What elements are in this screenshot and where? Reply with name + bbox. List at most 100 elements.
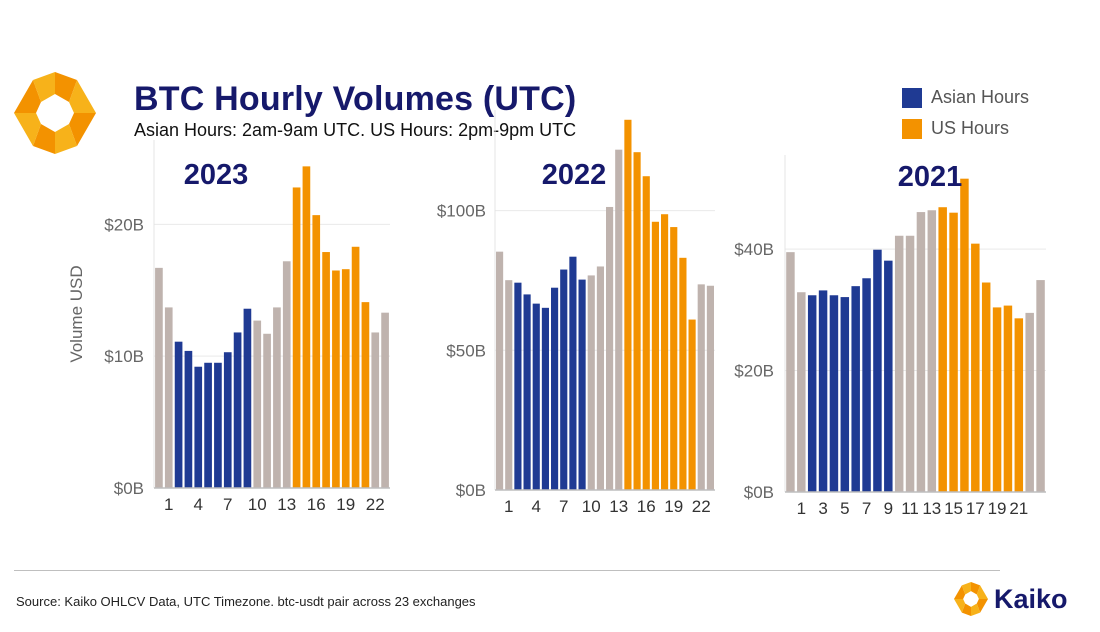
chart-2021-bar bbox=[840, 297, 850, 492]
chart-2021-y-tick-label: $0B bbox=[744, 483, 774, 502]
legend-swatch-us bbox=[902, 118, 922, 139]
chart-2021-y-tick-label: $40B bbox=[734, 240, 774, 259]
chart-2021-bar bbox=[894, 235, 904, 493]
chart-2022-x-tick-label: 22 bbox=[692, 497, 711, 516]
chart-2022-bar bbox=[551, 287, 559, 490]
chart-2021-bar bbox=[949, 212, 958, 492]
chart-2023-bar bbox=[253, 320, 262, 488]
chart-2022-bar bbox=[624, 119, 632, 490]
chart-2021-x-tick-label: 17 bbox=[966, 499, 985, 518]
chart-2021-bar bbox=[884, 260, 893, 492]
chart-2023-bar bbox=[381, 312, 389, 488]
chart-2021-bar bbox=[1003, 305, 1013, 492]
chart-2022-bar bbox=[560, 269, 568, 490]
chart-2022-bar bbox=[606, 206, 614, 491]
chart-2023-x-tick-label: 19 bbox=[336, 495, 355, 514]
chart-2022-bar bbox=[578, 279, 586, 490]
chart-2021-bar bbox=[905, 235, 915, 493]
chart-2021-x-tick-label: 9 bbox=[884, 499, 893, 518]
chart-2023-bar bbox=[312, 215, 321, 489]
chart-2023-bar bbox=[292, 187, 301, 489]
chart-2023-x-tick-label: 13 bbox=[277, 495, 296, 514]
brand-name: Kaiko bbox=[994, 583, 1068, 614]
chart-2022-x-tick-label: 13 bbox=[609, 497, 628, 516]
chart-2022-bar bbox=[587, 275, 595, 490]
chart-2022-bar bbox=[596, 266, 604, 490]
chart-2021-bar bbox=[797, 292, 806, 492]
chart-2022-bar bbox=[633, 152, 641, 491]
chart-2023-x-tick-label: 10 bbox=[248, 495, 267, 514]
chart-2021-x-tick-label: 11 bbox=[901, 499, 919, 518]
chart-2021-x-tick-label: 1 bbox=[797, 499, 806, 518]
chart-2022-x-tick-label: 1 bbox=[504, 497, 513, 516]
legend-item-us-hours: US Hours bbox=[902, 118, 1009, 139]
chart-2022-bar bbox=[505, 280, 513, 490]
chart-2021-bar bbox=[1025, 312, 1034, 492]
source-note: Source: Kaiko OHLCV Data, UTC Timezone. … bbox=[16, 594, 476, 609]
chart-2023-bar bbox=[164, 307, 173, 488]
chart-2023-bar bbox=[204, 362, 212, 488]
chart-2021-bar bbox=[829, 295, 839, 492]
kaiko-logo-icon bbox=[14, 72, 96, 154]
chart-2021-x-tick-label: 19 bbox=[988, 499, 1007, 518]
chart-2021-bar bbox=[873, 249, 882, 492]
chart-2021-bar bbox=[851, 286, 860, 492]
chart-2023-bar bbox=[371, 332, 380, 488]
chart-2022-bar bbox=[661, 214, 669, 490]
chart-2023-bar bbox=[282, 261, 291, 488]
chart-2023-y-axis-label: Volume USD bbox=[67, 265, 86, 362]
chart-2022-bar bbox=[688, 319, 696, 490]
chart-2023-x-tick-label: 22 bbox=[366, 495, 385, 514]
chart-2023-bar bbox=[243, 308, 252, 488]
chart-2022-bar bbox=[532, 303, 540, 490]
chart-2023-bar bbox=[263, 333, 271, 488]
chart-2023-bar bbox=[233, 332, 242, 488]
chart-title: BTC Hourly Volumes (UTC) bbox=[134, 80, 577, 118]
chart-2022-x-tick-label: 7 bbox=[559, 497, 568, 516]
chart-2023-y-tick-label: $20B bbox=[104, 215, 144, 234]
chart-2023-bar bbox=[361, 302, 370, 488]
chart-2022-bar bbox=[642, 176, 650, 490]
chart-2021-x-tick-label: 5 bbox=[840, 499, 849, 518]
legend-label-asian: Asian Hours bbox=[931, 87, 1030, 107]
chart-2023-bar bbox=[155, 267, 163, 488]
chart-2023-x-tick-label: 7 bbox=[223, 495, 232, 514]
chart-2022-bar bbox=[496, 251, 504, 490]
chart-2021-y-tick-label: $20B bbox=[734, 362, 774, 381]
chart-2022-x-tick-label: 16 bbox=[637, 497, 656, 516]
legend-item-asian-hours: Asian Hours bbox=[902, 87, 1029, 108]
chart-2021-bar bbox=[1036, 280, 1045, 492]
chart-2022-bar bbox=[651, 221, 659, 490]
chart-2021-bar bbox=[807, 295, 817, 492]
chart-2023-bar bbox=[214, 362, 222, 488]
chart-2021-bar bbox=[916, 212, 926, 492]
chart-2023-bar bbox=[273, 307, 281, 488]
chart-2022-x-tick-label: 10 bbox=[582, 497, 601, 516]
chart-2022-bar bbox=[514, 282, 522, 490]
chart-2023-bar bbox=[332, 270, 340, 488]
chart-2023-bar bbox=[351, 246, 360, 488]
chart-2023-bar bbox=[223, 352, 232, 488]
chart-2021-bar bbox=[927, 210, 937, 492]
chart-2021-x-tick-label: 13 bbox=[922, 499, 941, 518]
chart-2021-x-tick-label: 21 bbox=[1009, 499, 1028, 518]
chart-2021-bar bbox=[938, 207, 947, 492]
chart-2022-bar bbox=[569, 256, 577, 490]
chart-2021-bar bbox=[981, 282, 991, 492]
chart-2022-bar bbox=[706, 285, 714, 490]
chart-2023-bar bbox=[322, 252, 330, 488]
footer-divider bbox=[14, 570, 1000, 571]
kaiko-mark-icon bbox=[954, 582, 988, 616]
chart-2021-x-tick-label: 3 bbox=[818, 499, 827, 518]
chart-2022-bar bbox=[615, 149, 623, 491]
chart-2023-bar bbox=[302, 166, 311, 488]
chart-2023-bar bbox=[341, 269, 350, 488]
chart-2021-bar bbox=[960, 178, 969, 492]
chart-2021-bar bbox=[971, 243, 980, 492]
chart-2022-title: 2022 bbox=[542, 159, 607, 191]
chart-2021-bar bbox=[992, 307, 1002, 492]
chart-subtitle: Asian Hours: 2am-9am UTC. US Hours: 2pm-… bbox=[134, 120, 577, 140]
chart-2022-y-tick-label: $50B bbox=[446, 341, 486, 360]
chart-2022-x-tick-label: 4 bbox=[532, 497, 541, 516]
